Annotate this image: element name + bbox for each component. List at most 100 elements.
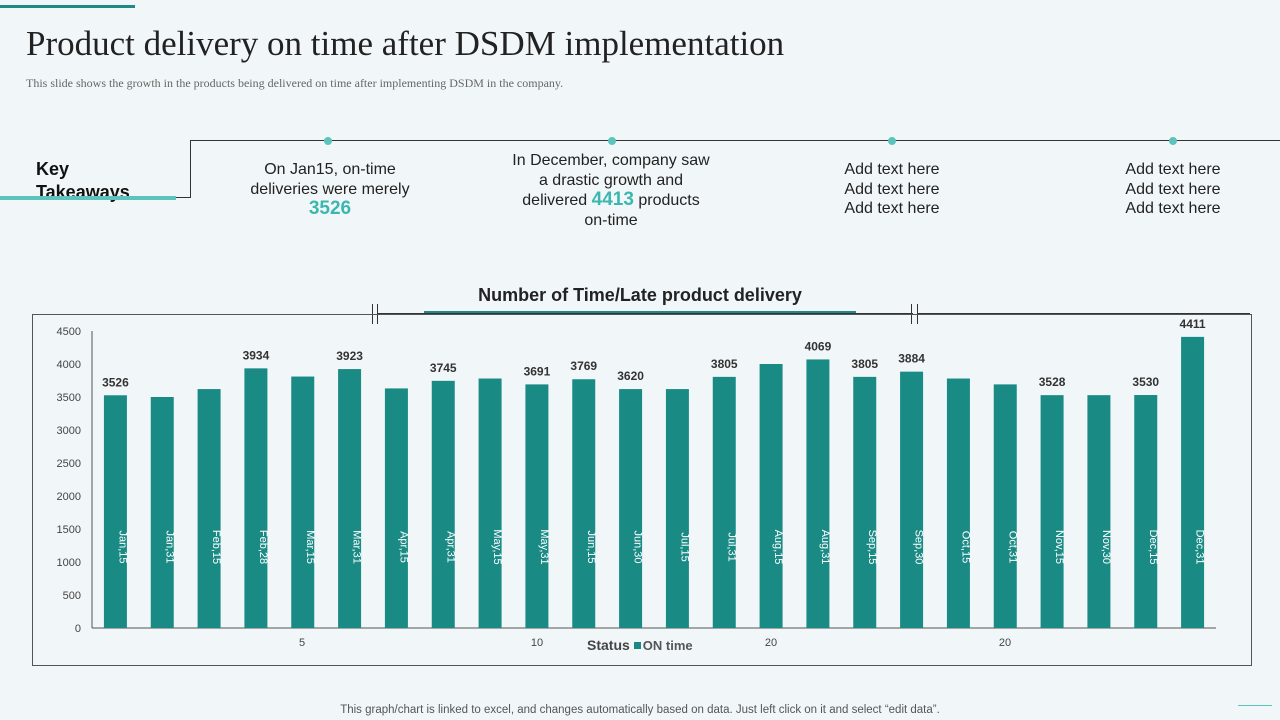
y-tick-label: 500 [63, 590, 81, 602]
y-tick-label: 1000 [57, 557, 81, 569]
bar-value-label: 3530 [1132, 375, 1159, 389]
x-category-label: Jul,15 [678, 532, 690, 561]
placeholder-text[interactable]: Add text here [844, 200, 940, 217]
bar[interactable] [1181, 336, 1205, 628]
takeaway-highlight-number: 4413 [591, 189, 634, 210]
bar[interactable] [759, 364, 783, 628]
bar[interactable] [384, 388, 408, 628]
placeholder-text[interactable]: Add text here [844, 161, 940, 178]
takeaway-3[interactable]: Add text here Add text here Add text her… [812, 160, 972, 219]
x-group-label: 20 [999, 637, 1011, 649]
bar[interactable] [338, 369, 362, 628]
x-category-label: Jun,30 [632, 530, 644, 563]
bar-value-label: 3884 [898, 352, 925, 366]
takeaway-text: In December, company saw [512, 152, 710, 169]
chart-title-underline [424, 311, 856, 314]
x-category-label: Dec,31 [1194, 530, 1206, 565]
bar[interactable] [1134, 395, 1158, 628]
x-category-label: Jul,31 [725, 532, 737, 561]
bar-value-label: 3745 [430, 361, 457, 375]
takeaway-4[interactable]: Add text here Add text here Add text her… [1093, 160, 1253, 219]
timeline-bracket-foot [176, 197, 191, 198]
page-subtitle: This slide shows the growth in the produ… [26, 76, 564, 90]
placeholder-text[interactable]: Add text here [1125, 180, 1221, 198]
bar[interactable] [806, 359, 830, 628]
bar[interactable] [853, 376, 877, 628]
legend-label: ON time [642, 638, 693, 653]
y-tick-label: 3000 [57, 425, 81, 437]
takeaway-text: a drastic growth and [538, 171, 684, 189]
bar-value-label: 3805 [711, 357, 738, 371]
bar[interactable] [244, 368, 268, 628]
corner-accent [1238, 705, 1272, 706]
key-takeaways-underline [0, 196, 176, 200]
bar[interactable] [993, 384, 1017, 628]
placeholder-text[interactable]: Add text here [844, 180, 940, 198]
bar[interactable] [665, 389, 689, 628]
bar-value-label: 3934 [243, 348, 270, 362]
x-group-label: 20 [765, 637, 777, 649]
bar[interactable] [900, 371, 924, 628]
chart-title-rule [918, 313, 1250, 314]
takeaway-text: On Jan15, on-time [264, 161, 396, 178]
bar[interactable] [1087, 395, 1111, 628]
x-category-label: Jan,15 [116, 530, 128, 563]
x-category-label: Feb,15 [210, 530, 222, 564]
timeline-dot [888, 137, 896, 145]
x-category-label: Aug,15 [772, 530, 784, 565]
bar[interactable] [946, 378, 970, 628]
x-group-label: 10 [531, 637, 543, 649]
bar[interactable] [525, 384, 549, 628]
bar[interactable] [197, 389, 221, 628]
bar[interactable] [478, 378, 502, 628]
y-tick-label: 1500 [57, 524, 81, 536]
timeline-line [190, 140, 1280, 141]
legend-swatch [633, 642, 641, 649]
legend-title: Status [587, 637, 630, 653]
y-tick-label: 0 [75, 623, 81, 635]
bar[interactable] [150, 397, 174, 628]
takeaway-text: on-time [584, 211, 638, 229]
x-category-label: Feb,28 [257, 530, 269, 564]
bar[interactable] [572, 379, 596, 628]
bar[interactable] [619, 389, 643, 628]
y-tick-label: 4500 [57, 326, 81, 338]
bar-value-label: 3620 [617, 369, 644, 383]
placeholder-text[interactable]: Add text here [1125, 200, 1221, 217]
x-group-label: 5 [299, 637, 305, 649]
x-category-label: Dec,15 [1147, 530, 1159, 565]
y-tick-label: 3500 [57, 392, 81, 404]
bar-value-label: 3923 [336, 349, 363, 363]
timeline-dot [1169, 137, 1177, 145]
timeline-bracket [190, 140, 191, 198]
takeaway-text: deliveries were merely [250, 180, 410, 198]
placeholder-text[interactable]: Add text here [1125, 161, 1221, 178]
bar[interactable] [712, 376, 736, 628]
y-tick-label: 2500 [57, 458, 81, 470]
x-category-label: Mar,15 [304, 530, 316, 564]
chart-legend: Status ON time [587, 637, 693, 653]
x-category-label: Oct,15 [959, 531, 971, 563]
takeaway-text: delivered [522, 192, 592, 209]
takeaway-2: In December, company saw a drastic growt… [496, 151, 726, 230]
chart-frame[interactable] [32, 314, 1252, 666]
takeaway-1: On Jan15, on-time deliveries were merely… [230, 160, 430, 219]
bar[interactable] [103, 395, 127, 628]
bar[interactable] [291, 376, 315, 628]
x-category-label: Jun,15 [585, 530, 597, 563]
x-category-label: Apr,15 [397, 531, 409, 563]
chart-title: Number of Time/Late product delivery [478, 285, 802, 305]
x-category-label: Apr,31 [444, 531, 456, 563]
footer-note: This graph/chart is linked to excel, and… [340, 704, 940, 716]
page-title: Product delivery on time after DSDM impl… [26, 24, 785, 63]
x-category-label: May,15 [491, 529, 503, 564]
bar[interactable] [431, 380, 455, 628]
x-category-label: May,31 [538, 529, 550, 564]
bar[interactable] [1040, 395, 1064, 628]
bar-value-label: 3528 [1039, 375, 1066, 389]
x-category-label: Sep,30 [913, 530, 925, 565]
x-category-label: Sep,15 [866, 530, 878, 565]
x-category-label: Mar,31 [351, 530, 363, 564]
x-category-label: Aug,31 [819, 530, 831, 565]
